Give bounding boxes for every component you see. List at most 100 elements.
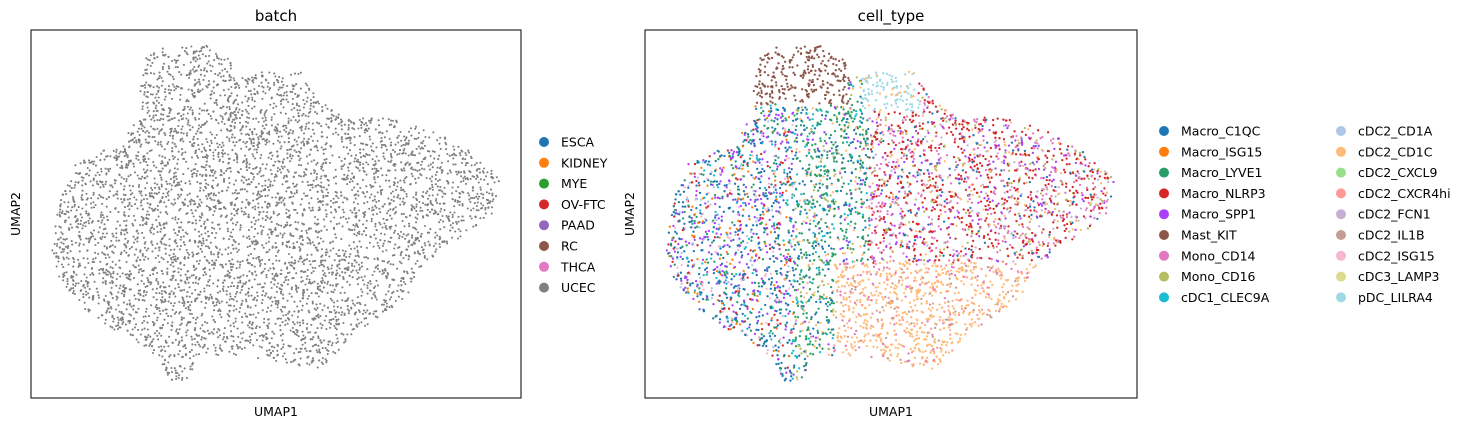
- scatter-point: [111, 314, 114, 317]
- scatter-point: [239, 226, 242, 229]
- scatter-point: [393, 212, 396, 215]
- scatter-point: [488, 192, 491, 195]
- scatter-point: [170, 290, 173, 293]
- scatter-point: [315, 223, 318, 226]
- scatter-point: [121, 322, 124, 325]
- scatter-point: [167, 199, 170, 202]
- scatter-point: [340, 258, 344, 261]
- scatter-point: [85, 198, 88, 201]
- scatter-point: [97, 316, 100, 319]
- scatter-point: [142, 282, 146, 285]
- scatter-point: [350, 270, 353, 274]
- scatter-point: [156, 143, 159, 146]
- scatter-point: [266, 216, 269, 219]
- scatter-point: [419, 209, 422, 212]
- scatter-point: [194, 281, 197, 284]
- scatter-point: [225, 290, 228, 293]
- scatter-point: [231, 112, 234, 115]
- scatter-point: [405, 195, 408, 198]
- scatter-point: [443, 226, 446, 229]
- scatter-point: [383, 136, 386, 139]
- scatter-point: [316, 197, 319, 200]
- scatter-point: [120, 292, 123, 295]
- scatter-point: [370, 209, 374, 212]
- scatter-point: [168, 285, 171, 288]
- scatter-point: [460, 175, 463, 178]
- scatter-point: [191, 199, 194, 202]
- scatter-point: [157, 90, 160, 93]
- scatter-point: [296, 121, 299, 124]
- scatter-point: [197, 88, 200, 91]
- scatter-point: [78, 250, 81, 253]
- scatter-point: [145, 68, 148, 71]
- scatter-point: [100, 152, 103, 155]
- scatter-point: [231, 258, 234, 261]
- scatter-point: [421, 202, 425, 205]
- scatter-point: [125, 152, 128, 155]
- scatter-point: [285, 208, 288, 211]
- scatter-point: [156, 183, 159, 186]
- scatter-point: [112, 270, 115, 273]
- scatter-point: [220, 129, 223, 132]
- scatter-point: [240, 302, 243, 305]
- scatter-point: [185, 334, 188, 337]
- scatter-point: [116, 220, 119, 223]
- scatter-point: [71, 243, 74, 246]
- scatter-point: [377, 159, 380, 162]
- scatter-point: [457, 186, 460, 189]
- scatter-point: [161, 80, 164, 83]
- scatter-point: [262, 174, 265, 177]
- scatter-point: [306, 362, 309, 365]
- scatter-point: [203, 74, 206, 77]
- scatter-point: [161, 167, 164, 170]
- scatter-point: [304, 127, 307, 131]
- scatter-point: [299, 248, 302, 251]
- scatter-point: [264, 92, 267, 95]
- scatter-point: [365, 185, 368, 188]
- scatter-point: [162, 300, 165, 304]
- scatter-point: [307, 309, 310, 312]
- scatter-point: [388, 123, 391, 127]
- scatter-point: [163, 318, 166, 321]
- scatter-point: [286, 283, 289, 286]
- scatter-point: [429, 228, 432, 231]
- scatter-point: [370, 117, 373, 120]
- scatter-point: [199, 327, 202, 330]
- scatter-point: [403, 139, 407, 142]
- scatter-point: [342, 276, 345, 279]
- scatter-point: [149, 231, 152, 234]
- scatter-point: [334, 190, 337, 193]
- scatter-point: [98, 173, 101, 177]
- scatter-point: [171, 341, 174, 344]
- scatter-point: [205, 239, 208, 242]
- scatter-point: [383, 299, 386, 302]
- scatter-point: [407, 154, 410, 157]
- scatter-point: [332, 132, 335, 135]
- scatter-point: [429, 199, 432, 203]
- scatter-point: [255, 257, 258, 260]
- scatter-point: [324, 143, 327, 146]
- scatter-point: [186, 291, 189, 294]
- scatter-point: [87, 261, 90, 265]
- scatter-point: [270, 304, 273, 307]
- scatter-point: [234, 320, 237, 323]
- scatter-point: [216, 291, 219, 294]
- scatter-point: [236, 161, 239, 164]
- scatter-point: [266, 203, 269, 206]
- scatter-point: [230, 111, 233, 114]
- scatter-point: [329, 249, 332, 252]
- scatter-point: [171, 59, 174, 63]
- scatter-point: [315, 144, 318, 147]
- scatter-point: [266, 85, 269, 88]
- scatter-point: [122, 213, 126, 216]
- scatter-point: [138, 141, 141, 144]
- scatter-point: [141, 299, 144, 302]
- scatter-point: [136, 207, 139, 210]
- scatter-point: [257, 357, 260, 360]
- scatter-point: [201, 143, 204, 146]
- scatter-point: [408, 225, 411, 228]
- scatter-point: [332, 114, 335, 117]
- scatter-point: [182, 316, 185, 320]
- scatter-point: [321, 259, 324, 262]
- scatter-point: [495, 176, 498, 179]
